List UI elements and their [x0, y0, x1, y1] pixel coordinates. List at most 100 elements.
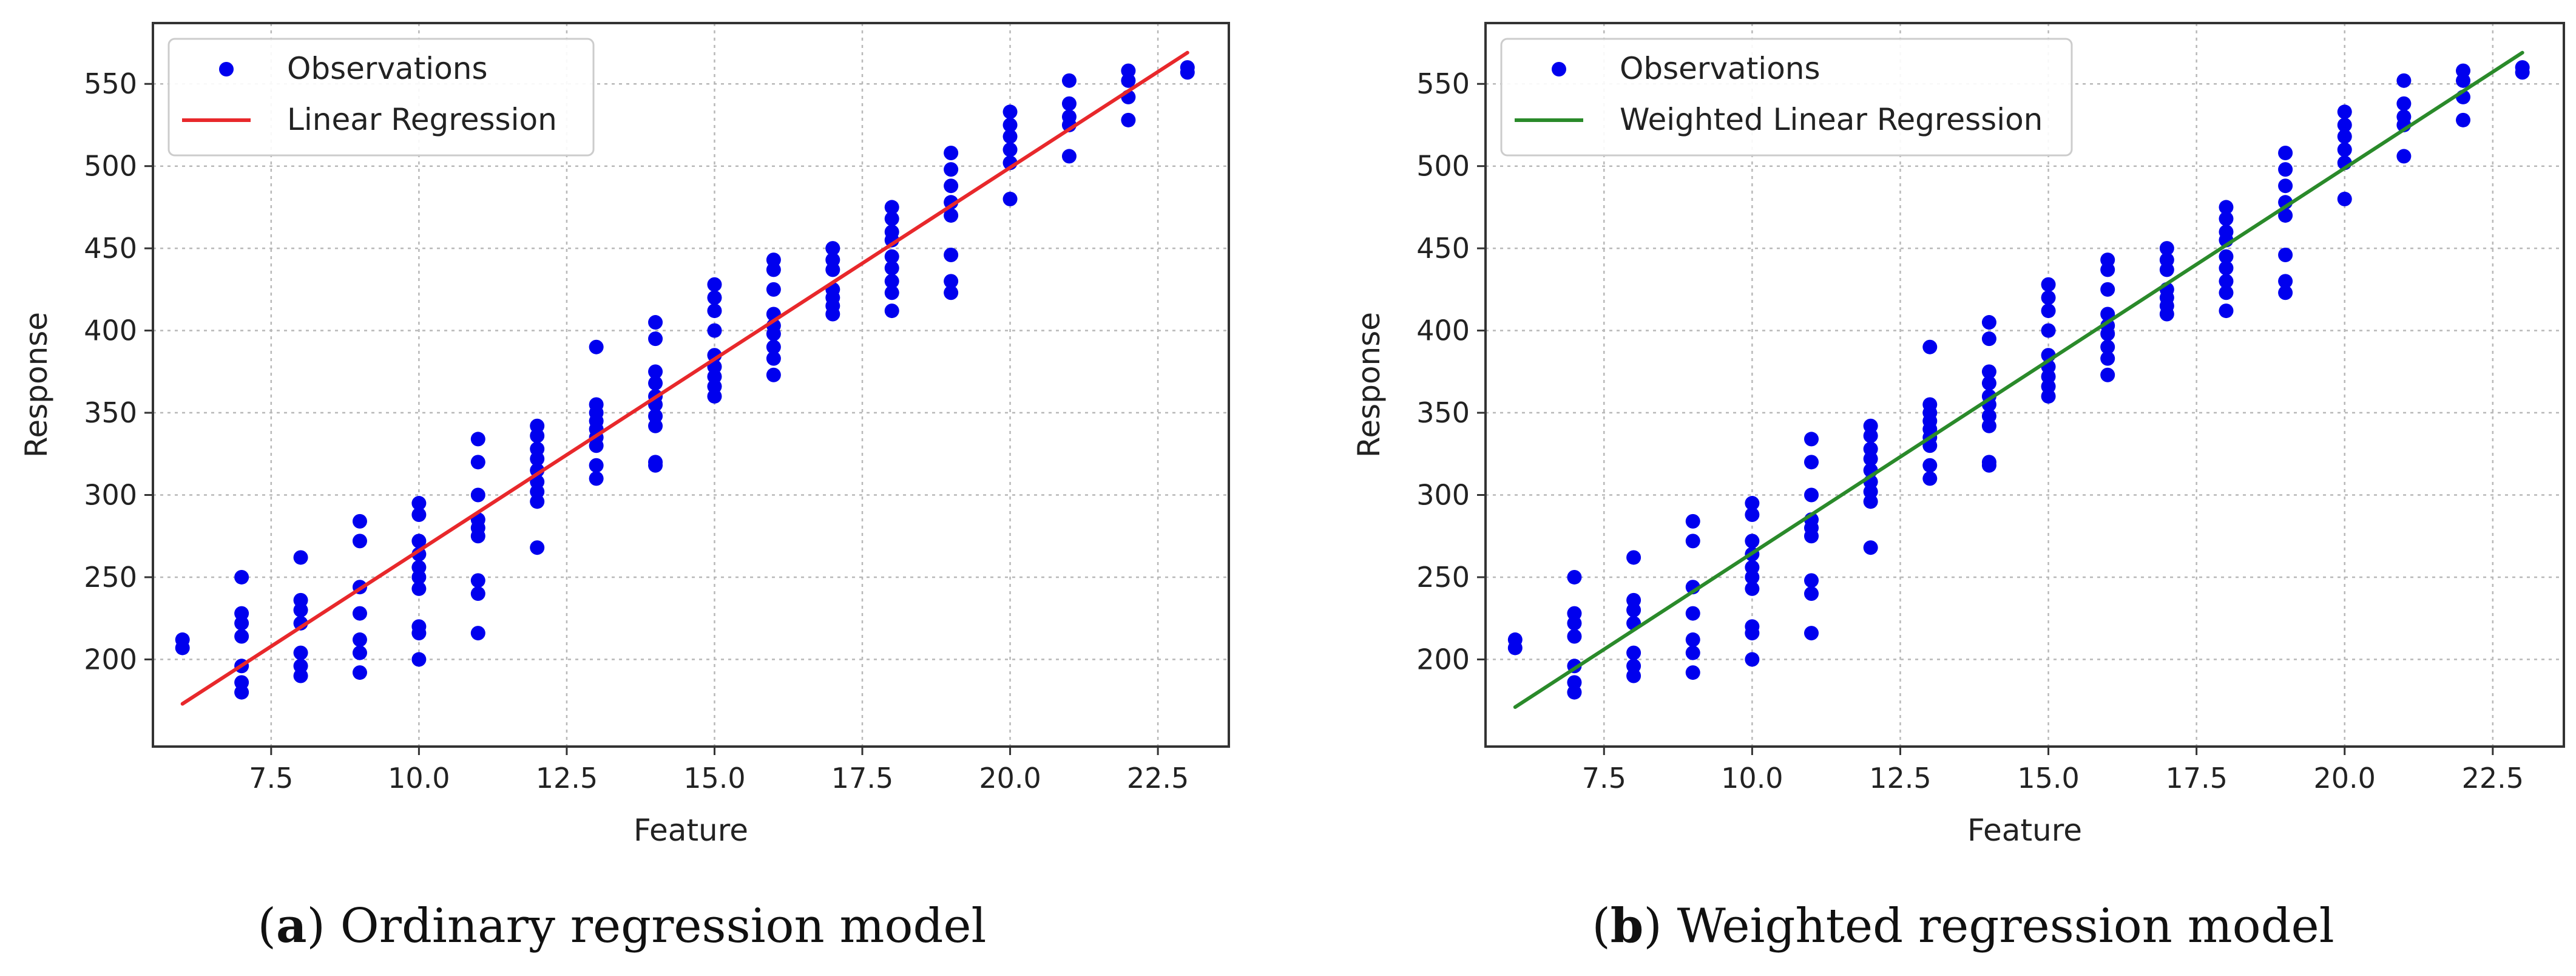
legend: Observations Linear Regression: [167, 38, 595, 157]
observation-point: [1922, 458, 1938, 473]
observation-point: [411, 547, 427, 562]
observation-point: [2100, 351, 2115, 366]
observation-point: [470, 586, 485, 602]
observation-point: [944, 285, 959, 300]
observation-point: [2278, 274, 2293, 289]
observation-point: [766, 367, 781, 382]
observation-point: [2219, 303, 2234, 319]
y-axis-label: Response: [19, 312, 54, 458]
observation-point: [648, 418, 663, 433]
observation-point: [1626, 668, 1641, 683]
caption-open-paren: (: [1592, 899, 1610, 954]
observation-point: [470, 455, 485, 470]
observation-point: [2100, 282, 2115, 297]
observation-point: [293, 603, 308, 618]
observation-point: [1002, 191, 1018, 206]
observation-point: [884, 285, 899, 300]
observation-point: [1061, 96, 1077, 111]
y-tick-label: 250: [1416, 561, 1470, 594]
observation-point: [2278, 162, 2293, 177]
observation-point: [1567, 569, 1582, 585]
observation-point: [2041, 290, 2056, 305]
panel-caption: (a) Ordinary regression model: [258, 898, 987, 954]
observation-point: [589, 438, 604, 453]
observation-point: [2278, 285, 2293, 300]
observation-point: [2278, 178, 2293, 194]
legend-marker-observations: [219, 62, 234, 76]
legend-box: [167, 38, 595, 157]
observation-point: [2456, 73, 2471, 88]
observation-point: [1567, 615, 1582, 631]
observation-point: [234, 685, 249, 700]
observation-point: [293, 550, 308, 565]
observation-point: [411, 496, 427, 511]
observation-point: [589, 458, 604, 473]
x-tick-label: 12.5: [536, 762, 598, 795]
observation-point: [1745, 652, 1760, 667]
observation-point: [2100, 367, 2115, 382]
observation-point: [1745, 626, 1760, 641]
plot-frame: [152, 22, 1230, 748]
observation-point: [352, 632, 367, 647]
observation-point: [2041, 323, 2056, 338]
legend-label-regression: Weighted Linear Regression: [1620, 102, 2043, 137]
observation-point: [707, 323, 722, 338]
observation-point: [1121, 73, 1136, 88]
observation-point: [1922, 339, 1938, 354]
observation-point: [1685, 513, 1700, 529]
observation-point: [1981, 315, 1996, 330]
observation-point: [1180, 65, 1195, 80]
observation-point: [175, 632, 190, 647]
observation-point: [648, 376, 663, 391]
observation-point: [411, 626, 427, 641]
observation-point: [530, 451, 545, 466]
observation-point: [352, 606, 367, 621]
observation-point: [1863, 494, 1878, 509]
observation-point: [766, 339, 781, 354]
y-tick-label: 400: [1416, 314, 1470, 347]
observation-point: [234, 615, 249, 631]
observation-point: [470, 487, 485, 503]
y-tick-label: 500: [1416, 150, 1470, 183]
observation-point: [2219, 200, 2234, 215]
observation-point: [2100, 339, 2115, 354]
observation-point: [1745, 507, 1760, 523]
observation-point: [1061, 149, 1077, 164]
observation-point: [648, 315, 663, 330]
observation-point: [2396, 73, 2412, 88]
observation-point: [1685, 645, 1700, 660]
observation-point: [1804, 626, 1819, 641]
observation-point: [293, 668, 308, 683]
observation-point: [825, 241, 840, 256]
observation-point: [1745, 569, 1760, 585]
observation-point: [2278, 146, 2293, 161]
observation-point: [944, 195, 959, 210]
x-axis-label: Feature: [634, 813, 748, 848]
observation-point: [470, 626, 485, 641]
observation-point: [1863, 451, 1878, 466]
observation-point: [2041, 277, 2056, 292]
observation-point: [884, 249, 899, 264]
caption-letter: a: [276, 898, 307, 954]
observation-point: [944, 208, 959, 223]
regression-line: [180, 50, 1189, 706]
observation-point: [825, 307, 840, 322]
observation-point: [2159, 307, 2174, 322]
observation-point: [766, 262, 781, 277]
panel-caption: (b) Weighted regression model: [1592, 898, 2334, 954]
observation-point: [1804, 586, 1819, 602]
observation-point: [2100, 262, 2115, 277]
observation-point: [944, 162, 959, 177]
caption-close-paren: ): [1643, 899, 1677, 954]
observation-point: [470, 529, 485, 544]
observation-point: [1981, 376, 1996, 391]
observation-point: [2278, 208, 2293, 223]
observation-point: [1981, 364, 1996, 379]
x-tick-label: 20.0: [2314, 762, 2376, 795]
caption-title: Weighted regression model: [1677, 899, 2334, 954]
y-tick-label: 200: [84, 643, 137, 676]
x-tick-label: 17.5: [2165, 762, 2227, 795]
observation-point: [648, 331, 663, 347]
observation-point: [2456, 112, 2471, 127]
x-tick-label: 12.5: [1869, 762, 1931, 795]
